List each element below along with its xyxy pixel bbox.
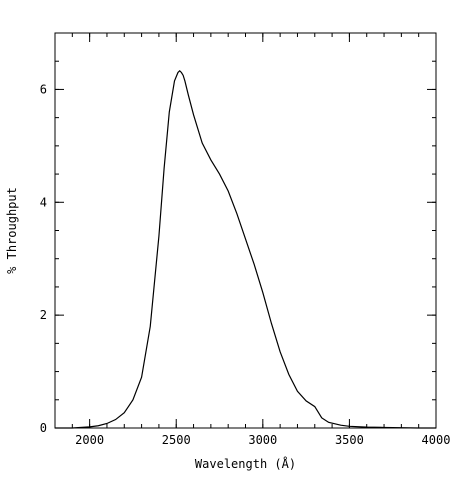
y-tick-label: 2 bbox=[40, 308, 47, 322]
throughput-curve bbox=[55, 69, 436, 429]
y-tick-label: 0 bbox=[40, 421, 47, 435]
x-tick-label: 3000 bbox=[248, 433, 277, 447]
axis-ticks bbox=[54, 32, 437, 429]
plot-frame bbox=[54, 32, 437, 429]
x-tick-label: 2000 bbox=[75, 433, 104, 447]
x-tick-label: 3500 bbox=[335, 433, 364, 447]
x-tick-label: 4000 bbox=[422, 433, 451, 447]
x-axis-label: Wavelength (Å) bbox=[195, 456, 296, 471]
y-axis-label: % Throughput bbox=[5, 187, 19, 274]
axis-tick-labels: 2000 2500 3000 3500 4000 0 2 4 6 bbox=[40, 82, 451, 447]
x-tick-label: 2500 bbox=[162, 433, 191, 447]
y-tick-label: 4 bbox=[40, 195, 47, 209]
y-tick-label: 6 bbox=[40, 82, 47, 96]
